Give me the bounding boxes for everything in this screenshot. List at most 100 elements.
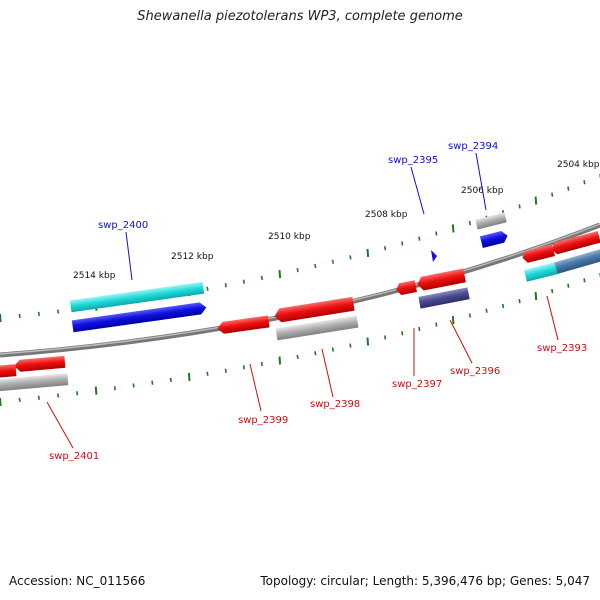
outer-tick-minor-21 [384,246,387,251]
inner-tick-minor-32 [567,283,570,288]
outer-tick-major-25 [451,224,455,233]
inner-tick-minor-18 [331,347,334,352]
topology-text: Topology: circular; Length: 5,396,476 bp… [260,574,590,588]
label-leaders [46,152,559,449]
feature-red-left-edge[interactable] [0,364,17,378]
tick-label-2504: 2504 kbp [557,160,600,170]
inner-tick-minor-7 [132,383,135,388]
gene-label-swp-2397[interactable]: swp_2397 [392,379,442,390]
inner-tick-minor-13 [242,365,245,370]
map-title: Shewanella piezotolerans WP3, complete g… [137,9,463,24]
feature-gray-swp-2394[interactable] [475,212,507,230]
outer-tick-minor-14 [260,275,263,281]
gene-label-swp-2394[interactable]: swp_2394 [448,141,498,152]
leader-swp-2393 [546,295,559,341]
inner-tick-minor-27 [485,308,488,313]
inner-tick-minor-2 [37,395,40,400]
outer-tick-major-15 [278,270,282,279]
inner-tick-minor-29 [518,298,521,304]
gene-label-swp-2396[interactable]: swp_2396 [450,366,500,377]
gene-labels: swp_2394 swp_2395 swp_2400 swp_2393 swp_… [49,141,587,462]
feature-red-forward-right[interactable] [550,230,600,255]
inner-tick-minor-31 [551,288,554,294]
inner-tick-minor-17 [314,351,317,356]
feature-cyan-swp-2393[interactable] [524,262,558,282]
outer-tick-major-30 [534,196,538,205]
feature-red-swp-2401[interactable] [14,355,66,372]
outer-tick-minor-1 [18,313,21,319]
leader-swp-2400 [125,231,133,281]
inner-tick-minor-14 [260,361,263,367]
leader-swp-2401 [46,401,74,449]
inner-tick-minor-19 [349,343,352,348]
outer-tick-minor-17 [314,263,317,269]
inner-tick-major-30 [534,292,538,301]
inner-tick-minor-24 [435,322,438,327]
inner-tick-major-10 [187,372,191,381]
gene-label-swp-2399[interactable]: swp_2399 [238,415,288,426]
inner-tick-minor-4 [76,391,79,396]
outer-tick-minor-13 [242,279,245,284]
leader-swp-2399 [249,363,262,412]
inner-tick-major-0 [0,397,2,407]
reverse-features [0,244,600,393]
outer-tick-minor-18 [331,259,334,264]
inner-tick-minor-16 [296,354,299,360]
forward-features [69,212,600,333]
outer-tick-minor-31 [551,192,554,197]
feature-red-swp-2399[interactable] [216,315,270,334]
feature-red-swp-2397[interactable] [395,280,417,296]
inner-tick-major-20 [366,337,370,346]
feature-blue-swp-2400[interactable] [71,302,207,333]
feature-red-swp-2398[interactable] [273,296,355,323]
outer-tick-minor-22 [401,241,404,246]
gene-label-swp-2398[interactable]: swp_2398 [310,399,360,410]
tick-label-2512: 2512 kbp [171,252,214,262]
outer-tick-minor-12 [224,283,227,288]
feature-navy-swp-2396[interactable] [418,287,470,309]
gene-label-swp-2400[interactable]: swp_2400 [98,220,148,231]
accession-text: Accession: NC_011566 [9,574,146,588]
gene-label-swp-2393[interactable]: swp_2393 [537,343,587,354]
feature-gray-swp-2398[interactable] [275,315,359,341]
inner-tick-major-5 [94,386,98,395]
leader-swp-2398 [321,348,334,398]
feature-blue-swp-2395[interactable] [431,250,437,262]
feature-red-swp-2393[interactable] [521,244,555,263]
tick-label-2514: 2514 kbp [73,271,116,281]
feature-blue-swp-2394[interactable] [479,230,509,248]
outer-tick-minor-23 [418,236,421,241]
feature-cyan-swp-2400[interactable] [69,281,205,313]
inner-tick-minor-28 [502,303,505,309]
feature-red-swp-2396[interactable] [416,268,466,292]
outer-tick-major-0 [0,313,2,323]
inner-tick-major-25 [451,316,455,325]
inner-tick-minor-1 [18,397,21,403]
leader-swp-2394 [475,152,487,211]
outer-tick-minor-33 [583,180,586,185]
outer-tick-minor-24 [435,231,438,236]
inner-tick-minor-11 [206,371,209,376]
inner-tick-minor-21 [384,335,387,340]
inner-scale-ticks [0,273,600,407]
leader-swp-2396 [449,319,473,364]
gene-label-swp-2401[interactable]: swp_2401 [49,451,99,462]
feature-steel-right-edge[interactable] [554,248,600,274]
feature-gray-swp-2401[interactable] [0,373,69,393]
outer-tick-minor-19 [349,255,352,260]
gene-label-swp-2395[interactable]: swp_2395 [388,155,438,166]
inner-tick-minor-23 [418,326,421,332]
inner-tick-minor-6 [113,386,116,391]
outer-tick-minor-32 [567,186,570,191]
inner-tick-minor-12 [224,368,227,373]
outer-tick-minor-26 [468,220,471,226]
tick-label-2510: 2510 kbp [268,232,311,242]
tick-label-2508: 2508 kbp [365,210,408,220]
inner-tick-minor-3 [57,393,60,398]
outer-tick-minor-16 [296,267,299,273]
inner-tick-minor-8 [151,380,154,385]
inner-tick-minor-22 [401,331,404,336]
inner-tick-minor-26 [468,313,471,318]
outer-tick-minor-2 [37,311,40,317]
